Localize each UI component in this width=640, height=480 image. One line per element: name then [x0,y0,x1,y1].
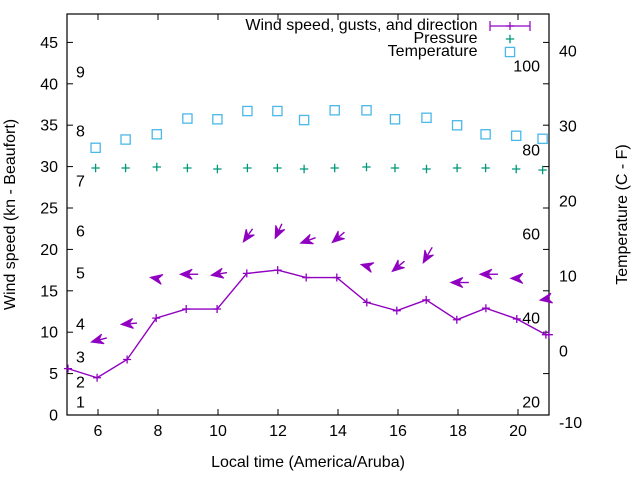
svg-text:20: 20 [40,242,58,259]
svg-text:20: 20 [559,194,577,211]
svg-text:20: 20 [522,395,540,412]
svg-text:40: 40 [40,76,58,93]
svg-text:Temperature: Temperature [388,43,478,60]
svg-text:2: 2 [76,375,85,392]
svg-text:45: 45 [40,35,58,52]
svg-text:0: 0 [49,408,58,425]
svg-text:18: 18 [449,423,467,440]
svg-text:30: 30 [559,119,577,136]
svg-text:-10: -10 [559,415,582,432]
svg-text:25: 25 [40,201,58,218]
svg-text:10: 10 [209,423,227,440]
svg-text:40: 40 [522,311,540,328]
svg-text:5: 5 [49,366,58,383]
svg-text:30: 30 [40,159,58,176]
svg-text:Temperature (C - F): Temperature (C - F) [614,144,631,284]
svg-text:Wind speed (kn - Beaufort): Wind speed (kn - Beaufort) [2,119,19,310]
svg-text:20: 20 [509,423,527,440]
svg-text:5: 5 [76,266,85,283]
svg-text:4: 4 [76,317,85,334]
svg-text:100: 100 [513,59,540,76]
svg-text:14: 14 [329,423,347,440]
svg-text:8: 8 [76,124,85,141]
svg-text:6: 6 [76,224,85,241]
svg-text:7: 7 [76,174,85,191]
svg-text:10: 10 [40,325,58,342]
svg-text:12: 12 [269,423,287,440]
svg-text:35: 35 [40,118,58,135]
svg-text:Local time (America/Aruba): Local time (America/Aruba) [211,454,405,471]
svg-text:80: 80 [522,143,540,160]
svg-text:40: 40 [559,44,577,61]
svg-text:3: 3 [76,350,85,367]
svg-text:1: 1 [76,395,85,412]
svg-text:6: 6 [94,423,103,440]
svg-text:0: 0 [559,344,568,361]
svg-text:8: 8 [154,423,163,440]
svg-text:10: 10 [559,269,577,286]
svg-text:9: 9 [76,65,85,82]
svg-text:16: 16 [389,423,407,440]
svg-text:15: 15 [40,283,58,300]
svg-text:60: 60 [522,227,540,244]
